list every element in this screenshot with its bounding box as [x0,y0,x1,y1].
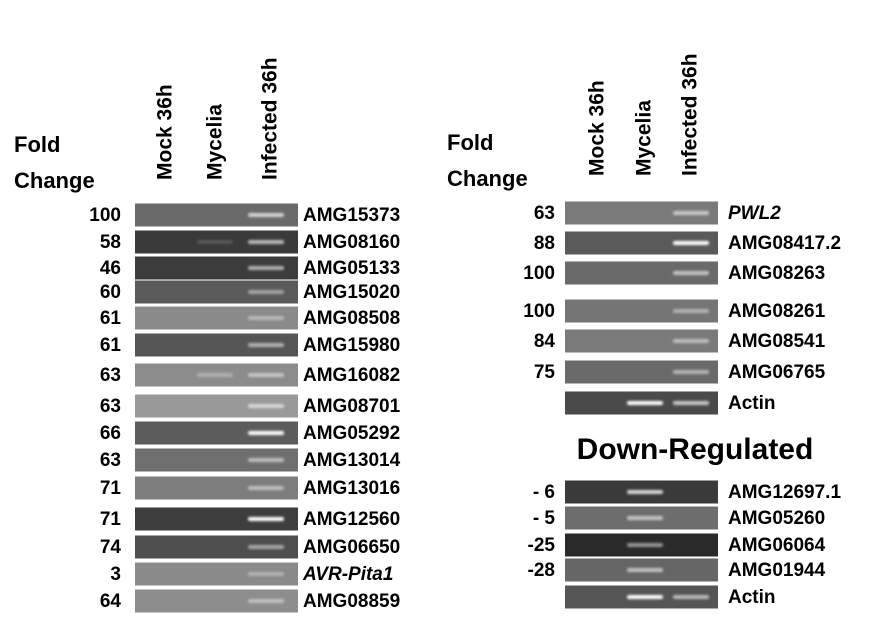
fold-change: 100 [523,263,555,284]
gene-label: AMG15980 [303,335,400,356]
fold-change: - 6 [533,482,555,503]
gene-label: PWL2 [728,203,781,224]
lane-header: Mycelia [204,104,227,180]
gene-label: AMG05260 [728,508,825,529]
gel-band [248,373,284,377]
gene-label: AMG08263 [728,263,825,284]
gel-band [673,211,709,215]
fold-change: 100 [89,205,121,226]
gel-band [627,490,663,494]
gel-band [248,404,284,408]
gel-band [248,266,284,270]
gel-band [627,568,663,572]
gel-band [197,240,233,244]
fold-change: 46 [100,258,121,279]
fold-change: 64 [100,591,122,612]
gene-label: AMG06650 [303,537,400,558]
gene-label: AMG16082 [303,365,400,386]
gene-label: AMG08160 [303,232,400,253]
gene-label: AMG12697.1 [728,482,841,503]
fold-change: 60 [100,282,121,303]
gel-band [248,431,284,435]
fold-label: Fold [14,132,60,157]
gene-label: AMG05292 [303,423,400,444]
gel-band [248,316,284,320]
gel-band [627,543,663,547]
gel-band [248,343,284,347]
gel-band [248,458,284,462]
fold-change: 84 [534,331,556,352]
fold-change: 100 [523,301,555,322]
fold-change: 71 [100,478,122,499]
gene-label: AMG08701 [303,396,401,417]
gene-label: AMG08859 [303,591,400,612]
fold-change: -25 [528,535,556,556]
gel-band [673,339,709,343]
fold-change: 63 [100,396,121,417]
fold-change: 58 [100,232,121,253]
fold-change: - 5 [533,508,556,529]
gene-label: Actin [728,393,776,414]
gene-label: AMG05133 [303,258,400,279]
gel-band [197,373,233,377]
gene-label: AMG08417.2 [728,233,841,254]
lane-header: Mock 36h [154,84,177,180]
fold-change: 66 [100,423,121,444]
fold-change: -28 [528,560,555,581]
fold-change: 71 [100,509,122,530]
fold-change: 63 [534,203,555,224]
change-label: Change [14,168,95,193]
gene-label: AMG08541 [728,331,826,352]
gel-band [248,290,284,294]
gene-label: AMG01944 [728,560,826,581]
gene-label: AMG08508 [303,308,400,329]
gene-label: AMG12560 [303,509,400,530]
section-title: Down-Regulated [577,433,814,466]
lane-header: Mycelia [633,100,656,176]
gel-band [673,595,709,599]
gel-band [627,401,663,405]
gene-label: AMG06765 [728,362,826,383]
gene-label: Actin [728,587,776,608]
gene-label: AMG08261 [728,301,826,322]
gene-label: AMG15020 [303,282,400,303]
fold-change: 88 [534,233,555,254]
gel-band [673,271,709,275]
lane-header: Infected 36h [679,53,702,176]
gel-band [673,241,709,245]
gene-label: AVR-Pita1 [302,564,393,585]
gel-band [673,370,709,374]
gene-label: AMG15373 [303,205,400,226]
lane-header: Infected 36h [259,57,282,180]
gel-band [248,545,284,549]
fold-change: 63 [100,365,121,386]
fold-label: Fold [447,130,493,155]
figure: Fold Change Fold Change Down-Regulated M… [0,0,874,613]
gel-band [673,401,709,405]
gel-band [627,595,663,599]
gel-band [248,486,284,490]
gel-band [248,599,284,603]
gel-band [248,572,284,576]
fold-change: 3 [110,564,121,585]
fold-change: 63 [100,450,121,471]
change-label: Change [447,166,528,191]
gel-band [673,309,709,313]
fold-change: 74 [100,537,122,558]
gel-band [248,213,284,217]
gel-band [627,516,663,520]
fold-change: 61 [100,308,122,329]
fold-change: 61 [100,335,122,356]
gene-label: AMG06064 [728,535,826,556]
gene-label: AMG13016 [303,478,400,499]
gel-band [248,240,284,244]
gel-band [248,517,284,521]
lane-header: Mock 36h [586,80,609,176]
gene-label: AMG13014 [303,450,401,471]
fold-change: 75 [534,362,556,383]
